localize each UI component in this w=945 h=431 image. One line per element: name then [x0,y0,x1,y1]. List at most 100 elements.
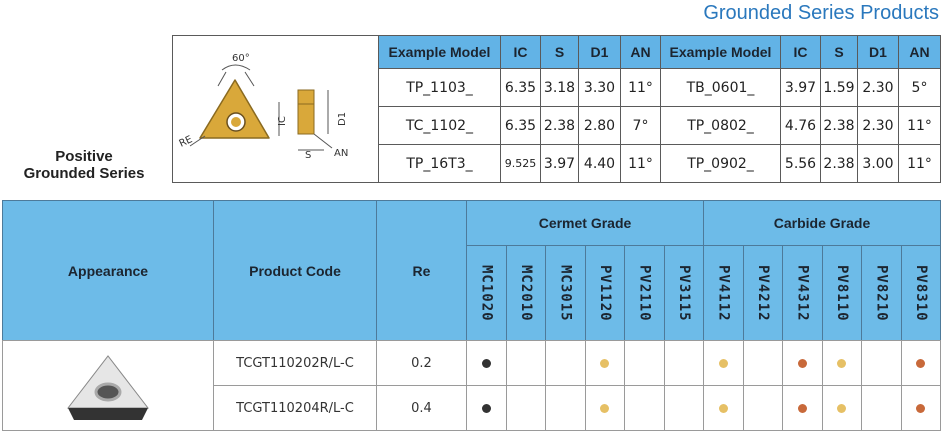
grade-cell [703,385,744,431]
grade-header: MC2010 [505,245,546,341]
grade-header: MC3015 [545,245,586,341]
grade-cell [663,340,704,386]
grade-cell [505,385,546,431]
grade-name: MC1020 [478,264,495,322]
grade-header: PV8310 [900,245,941,341]
spec-header: Example Model [378,35,501,69]
spec-cell: 4.40 [578,144,621,183]
grade-cell [900,340,941,386]
grade-cell [782,340,823,386]
grade-name: PV4112 [715,264,732,322]
grade-header: PV3115 [663,245,704,341]
grade-dot [718,358,728,368]
spec-cell: 3.97 [780,68,821,107]
spec-cell: 2.38 [540,106,579,145]
spec-cell: 2.30 [857,106,899,145]
grade-cell [466,340,507,386]
section-label-line: Grounded Series [23,165,145,182]
spec-cell: 3.18 [540,68,579,107]
grade-name: PV3115 [675,264,692,322]
spec-cell: TC_1102_ [378,106,501,145]
spec-cell: 4.76 [780,106,821,145]
grade-dot [797,403,807,413]
spec-cell: TP_16T3_ [378,144,501,183]
grade-cell [861,340,902,386]
grade-cell [505,340,546,386]
spec-cell: 3.00 [857,144,899,183]
grade-name: PV1120 [596,264,613,322]
spec-cell: 3.97 [540,144,579,183]
diagram-box [172,35,379,183]
grade-cell [742,340,783,386]
grade-name: PV2110 [636,264,653,322]
grade-name: PV8210 [873,264,890,322]
section-label-line: Positive [55,148,113,165]
column-header: Re [376,200,467,341]
grade-header: PV8210 [861,245,902,341]
grade-header: PV1120 [584,245,625,341]
spec-header: D1 [578,35,621,69]
section-label: Positive Grounded Series [4,148,164,182]
spec-cell: TP_0902_ [660,144,781,183]
spec-cell: 11° [620,144,661,183]
grade-cell [584,340,625,386]
spec-cell: 11° [620,68,661,107]
spec-cell: TB_0601_ [660,68,781,107]
spec-cell: 11° [898,106,941,145]
spec-header: S [540,35,579,69]
grade-dot [837,358,847,368]
spec-cell: 2.38 [820,106,858,145]
grade-cell [466,385,507,431]
spec-cell: 1.59 [820,68,858,107]
spec-cell: 2.38 [820,144,858,183]
grade-dot [837,403,847,413]
spec-cell: 9.525 [500,144,541,183]
spec-cell: 11° [898,144,941,183]
grade-cell [545,385,586,431]
grade-dot [600,403,610,413]
grade-name: PV8110 [833,264,850,322]
grade-name: MC3015 [557,264,574,322]
grade-header: PV2110 [624,245,665,341]
page-title: Grounded Series Products [703,2,939,24]
spec-cell: 2.80 [578,106,621,145]
grade-header: PV4112 [703,245,744,341]
grade-cell [545,340,586,386]
grade-dot [916,358,926,368]
product-code: TCGT110202R/L-C [213,340,377,386]
group-header: Carbide Grade [703,200,941,246]
spec-header: IC [500,35,541,69]
spec-cell: 5.56 [780,144,821,183]
grade-dot [916,403,926,413]
grade-dot [481,358,491,368]
grade-header: MC1020 [466,245,507,341]
insert-hole [94,382,122,401]
spec-header: Example Model [660,35,781,69]
spec-header: AN [898,35,941,69]
grade-dot [600,358,610,368]
grade-dot [481,403,491,413]
column-header: Product Code [213,200,377,341]
group-header: Cermet Grade [466,200,704,246]
grade-header: PV8110 [821,245,862,341]
grade-cell [861,385,902,431]
grade-name: MC2010 [517,264,534,322]
re-value: 0.4 [376,385,467,431]
spec-cell: 7° [620,106,661,145]
grade-dot [797,358,807,368]
grade-name: PV8310 [912,264,929,322]
grade-cell [663,385,704,431]
insert-image [66,354,150,420]
grade-cell [900,385,941,431]
column-header: Appearance [2,200,214,341]
spec-cell: 3.30 [578,68,621,107]
product-code: TCGT110204R/L-C [213,385,377,431]
grade-header: PV4312 [782,245,823,341]
grade-cell [624,340,665,386]
spec-header: AN [620,35,661,69]
insert-edge [68,407,148,420]
spec-cell: 6.35 [500,106,541,145]
grade-cell [821,385,862,431]
spec-cell: TP_0802_ [660,106,781,145]
